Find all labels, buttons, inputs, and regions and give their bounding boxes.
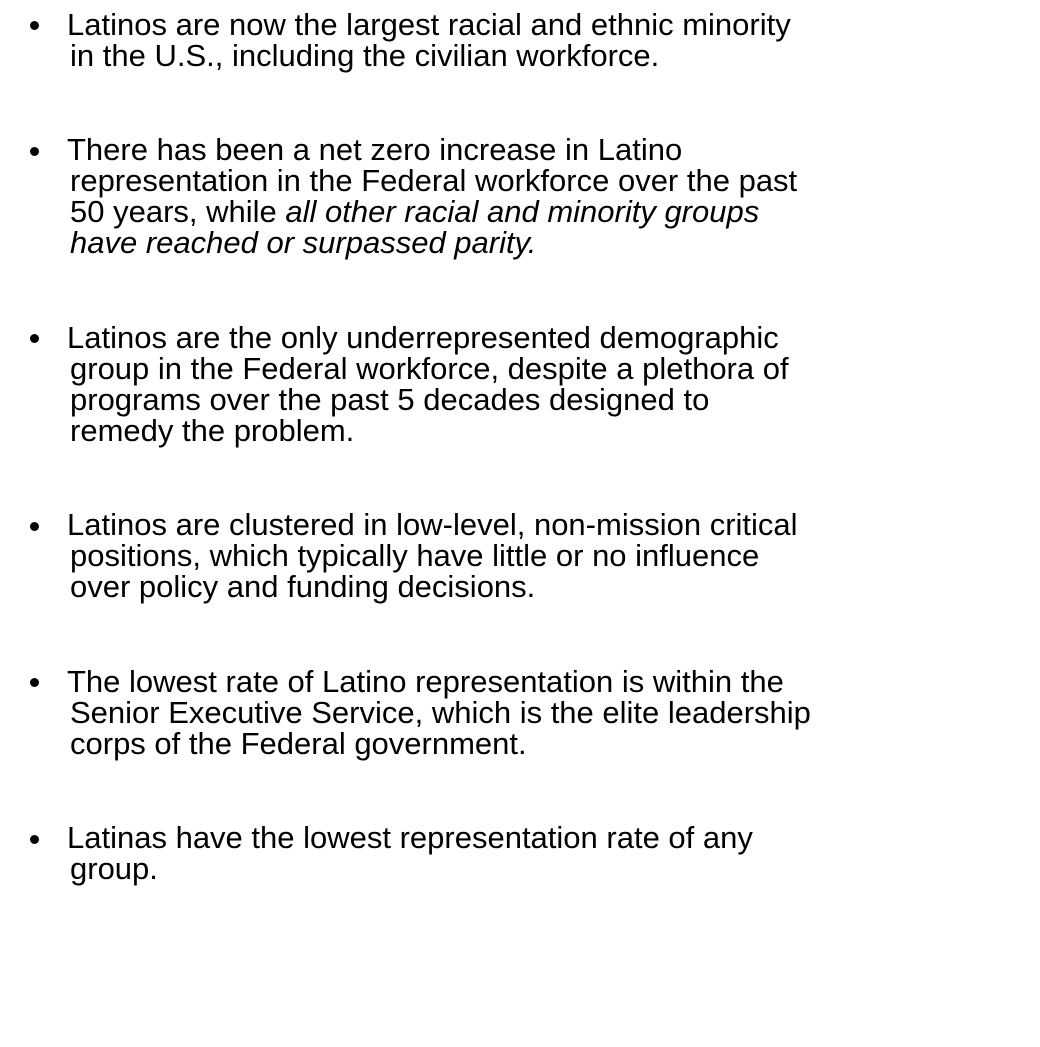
- text-run: Latinas have the lowest representation r…: [67, 820, 753, 855]
- bullet-line: in the U.S., including the civilian work…: [70, 40, 659, 71]
- text-run: The lowest rate of Latino representation…: [67, 663, 784, 699]
- text-run: Latinos are clustered in low-level, non-…: [67, 507, 798, 542]
- bullet-line: corps of the Federal government.: [70, 728, 527, 759]
- text-run: in the U.S., including the civilian work…: [70, 37, 660, 73]
- bullet-line: have reached or surpassed parity.: [70, 227, 536, 258]
- bullet-line: Latinos are clustered in low-level, non-…: [67, 509, 798, 540]
- text-run: over policy and funding decisions.: [70, 569, 536, 604]
- text-run: Latinos are the only underrepresented de…: [67, 319, 779, 355]
- text-run: programs over the past 5 decades designe…: [70, 381, 710, 417]
- bullet-dot: [30, 521, 39, 531]
- bullet-line: There has been a net zero increase in La…: [67, 134, 682, 165]
- bullet-dot: [30, 21, 39, 30]
- text-run: group in the Federal workforce, despite …: [70, 350, 789, 386]
- bullet-dot: [30, 146, 39, 156]
- text-run: 50 years, while: [70, 194, 286, 229]
- bullet-line: 50 years, while all other racial and min…: [70, 196, 759, 227]
- bullet-line: Senior Executive Service, which is the e…: [70, 697, 811, 728]
- bullet-dot: [30, 678, 39, 687]
- text-run: have reached or surpassed parity.: [70, 225, 537, 260]
- bullet-line: Latinos are now the largest racial and e…: [67, 9, 791, 40]
- bullet-dot: [30, 834, 39, 844]
- text-run: Senior Executive Service, which is the e…: [70, 694, 811, 730]
- bullet-line: remedy the problem.: [70, 415, 354, 446]
- bullet-line: Latinos are the only underrepresented de…: [67, 322, 779, 353]
- text-run: representation in the Federal workforce …: [70, 163, 798, 198]
- bullet-line: group.: [70, 853, 158, 884]
- text-run: Latinos are now the largest racial and e…: [67, 6, 791, 42]
- bullet-dot: [30, 334, 39, 343]
- bullet-line: over policy and funding decisions.: [70, 571, 535, 602]
- bullet-line: Latinas have the lowest representation r…: [67, 822, 753, 853]
- text-run: all other racial and minority groups: [285, 194, 760, 229]
- bullet-line: programs over the past 5 decades designe…: [70, 384, 709, 415]
- text-run: corps of the Federal government.: [70, 725, 527, 761]
- text-run: remedy the problem.: [70, 412, 355, 448]
- text-run: There has been a net zero increase in La…: [67, 132, 683, 167]
- bullet-line: The lowest rate of Latino representation…: [67, 666, 784, 697]
- text-run: group.: [70, 851, 158, 886]
- text-run: positions, which typically have little o…: [70, 538, 760, 573]
- bullet-line: positions, which typically have little o…: [70, 540, 759, 571]
- bullet-line: representation in the Federal workforce …: [70, 165, 797, 196]
- bullet-line: group in the Federal workforce, despite …: [70, 353, 789, 384]
